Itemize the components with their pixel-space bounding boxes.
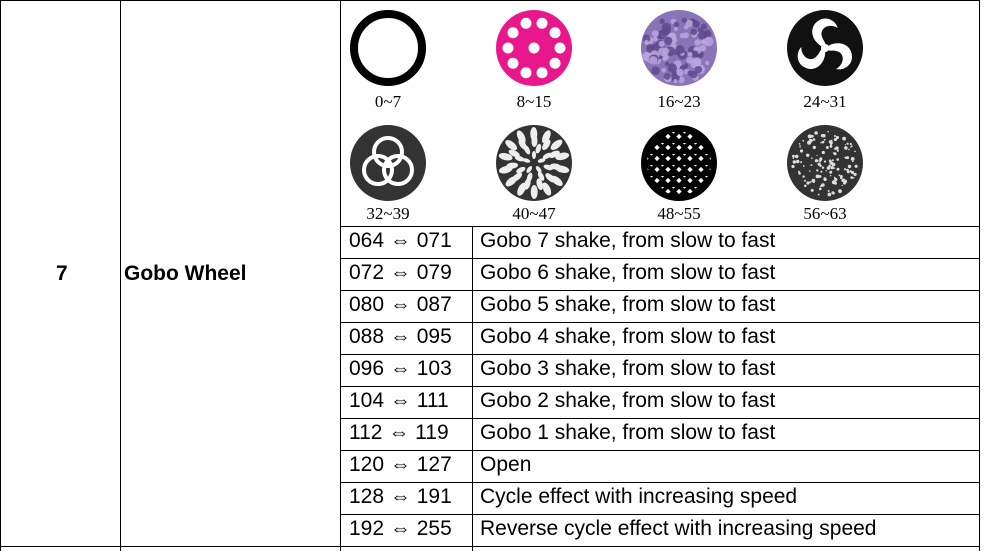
value-description: Gobo 1 shake, from slow to fast [480, 421, 776, 444]
gobo-range-label: 32~39 [366, 204, 410, 223]
magenta-dots-icon [495, 9, 573, 87]
dmx-value-range: 064 ⇔ 071 [349, 229, 452, 252]
rose-icon [495, 124, 573, 202]
row-divider [340, 226, 980, 227]
swirl-icon [786, 9, 864, 87]
dmx-value-range: 072 ⇔ 079 [349, 261, 452, 284]
left-border [0, 0, 1, 551]
dmx-value-range: 112 ⇔ 119 [349, 421, 449, 444]
gobo-range-label: 56~63 [803, 204, 847, 223]
gobo-range-label: 48~55 [657, 204, 701, 223]
function-name: Gobo Wheel [124, 262, 247, 285]
gobo-range-label: 0~7 [374, 92, 402, 111]
sparkle-spiral-icon [786, 124, 864, 202]
row-divider [340, 450, 980, 451]
value-description: Cycle effect with increasing speed [480, 485, 798, 508]
gobo-range-label: 16~23 [657, 92, 701, 111]
gobo-range-label: 40~47 [512, 204, 556, 223]
gobo-range-label: 8~15 [516, 92, 552, 111]
value-description: Gobo 4 shake, from slow to fast [480, 325, 776, 348]
value-description: Gobo 2 shake, from slow to fast [480, 389, 776, 412]
open-ring-icon [349, 9, 427, 87]
bottom-border [0, 546, 980, 547]
row-divider [340, 290, 980, 291]
dmx-value-range: 128 ⇔ 191 [349, 485, 452, 508]
value-description: Gobo 3 shake, from slow to fast [480, 357, 776, 380]
row-divider [340, 514, 980, 515]
right-border [979, 0, 980, 551]
value-description: Reverse cycle effect with increasing spe… [480, 517, 877, 540]
top-border [0, 0, 980, 1]
row-divider [340, 258, 980, 259]
column-divider-3 [472, 226, 473, 551]
channel-number: 7 [56, 262, 68, 285]
value-description: Gobo 7 shake, from slow to fast [480, 229, 776, 252]
row-divider [340, 322, 980, 323]
dmx-value-range: 192 ⇔ 255 [349, 517, 452, 540]
dmx-value-range: 088 ⇔ 095 [349, 325, 452, 348]
value-description: Gobo 6 shake, from slow to fast [480, 261, 776, 284]
value-description: Open [480, 453, 532, 476]
column-divider-2 [340, 0, 341, 551]
row-divider [340, 418, 980, 419]
row-divider [340, 354, 980, 355]
dmx-value-range: 096 ⇔ 103 [349, 357, 452, 380]
column-divider-1 [120, 0, 121, 551]
row-divider [340, 386, 980, 387]
dmx-value-range: 120 ⇔ 127 [349, 453, 452, 476]
value-description: Gobo 5 shake, from slow to fast [480, 293, 776, 316]
dmx-value-range: 104 ⇔ 111 [349, 389, 449, 412]
purple-texture-icon [640, 9, 718, 87]
lattice-icon [640, 124, 718, 202]
dmx-value-range: 080 ⇔ 087 [349, 293, 452, 316]
row-divider [340, 482, 980, 483]
gobo-range-label: 24~31 [803, 92, 847, 111]
triple-ring-icon [349, 124, 427, 202]
